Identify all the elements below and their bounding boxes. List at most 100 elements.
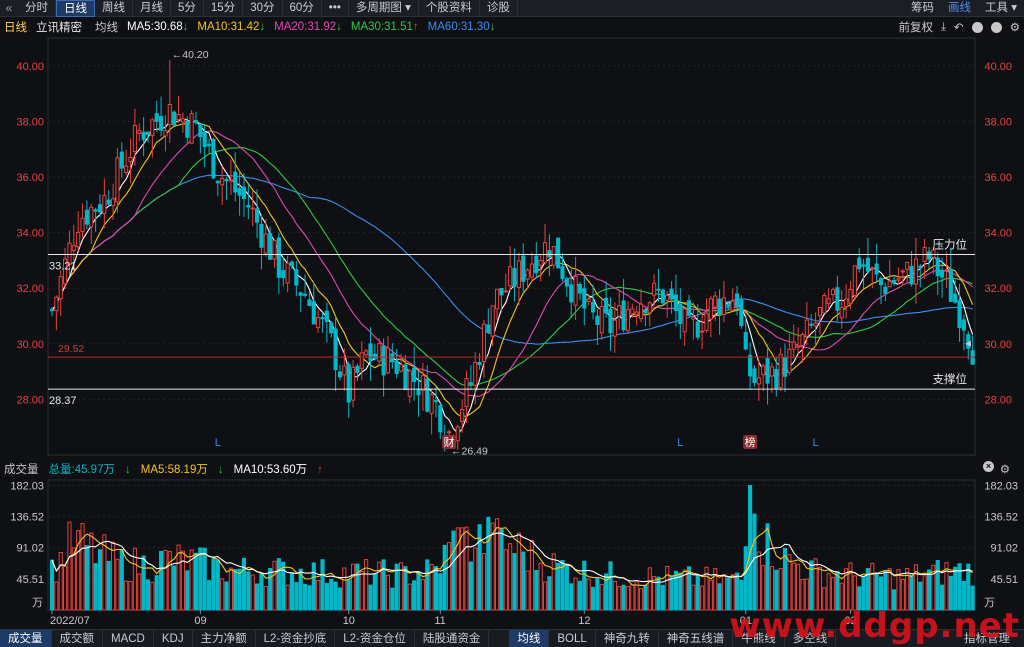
undo-icon[interactable]: ↶ — [954, 22, 964, 34]
candle-body — [355, 365, 360, 373]
main-indicator-tab-4[interactable]: 牛熊线 — [733, 629, 785, 647]
level-label-right: 压力位 — [933, 238, 968, 252]
candle-body — [521, 255, 526, 282]
candle-body — [813, 322, 818, 327]
volume-bar — [499, 528, 504, 611]
volume-ma10-line — [51, 532, 973, 584]
main-indicator-tab-5[interactable]: 多空线 — [785, 629, 837, 647]
candle-body — [377, 343, 382, 362]
sub-indicator-tab-3[interactable]: KDJ — [154, 629, 193, 647]
back-chevron-icon[interactable]: « — [5, 1, 13, 15]
volume-bar — [726, 577, 731, 611]
volume-bar — [228, 567, 233, 611]
candle-body — [730, 300, 735, 311]
volume-bar — [612, 580, 617, 611]
candle-body — [176, 113, 181, 121]
period-tab-3[interactable]: 月线 — [133, 0, 171, 17]
main-indicator-tab-1[interactable]: BOLL — [549, 629, 596, 647]
volume-bar — [839, 582, 844, 611]
candle-body — [638, 303, 644, 320]
candle-body — [359, 352, 364, 369]
sub-indicator-tab-1[interactable]: 成交额 — [52, 629, 103, 647]
period-tab-0[interactable]: 分时 — [18, 0, 56, 17]
adjust-mode[interactable]: 前复权 — [898, 22, 933, 34]
candle-body — [124, 165, 129, 173]
candle-body — [590, 301, 596, 313]
volume-bar — [350, 563, 356, 611]
period-tab-4[interactable]: 5分 — [171, 0, 204, 17]
volume-bar — [865, 568, 870, 611]
volume-bar — [159, 550, 164, 611]
volume-bar — [625, 586, 631, 611]
candle-body — [782, 357, 788, 377]
settings-gear-icon[interactable]: ⚙ — [1009, 22, 1020, 34]
candle-body — [599, 305, 604, 334]
volume-bar — [577, 580, 583, 611]
extreme-price-label: ←26.49 — [451, 445, 488, 457]
sub-indicator-tab-0[interactable]: 成交量 — [0, 629, 52, 647]
period-tab-10[interactable]: 个股资料 — [419, 0, 480, 17]
sub-indicator-tab-6[interactable]: L2-资金仓位 — [335, 629, 415, 647]
sub-indicator-tab-5[interactable]: L2-资金抄底 — [256, 629, 336, 647]
volume-bar — [621, 584, 626, 611]
tool-tab-2[interactable]: 工具 ▾ — [985, 1, 1017, 14]
candle-body — [547, 250, 552, 258]
volume-bar — [595, 577, 600, 611]
period-tab-6[interactable]: 30分 — [243, 0, 283, 17]
volume-bar — [826, 573, 831, 611]
tool-tab-1[interactable]: 画线 — [948, 1, 972, 14]
indicator-manage-button[interactable]: 指标管理 — [964, 632, 1010, 645]
volume-bar — [652, 576, 657, 611]
volume-bar — [787, 554, 792, 611]
download-icon[interactable]: ⤓ — [940, 20, 947, 33]
sub-indicator-tab-2[interactable]: MACD — [103, 629, 154, 647]
period-tab-11[interactable]: 诊股 — [480, 0, 518, 17]
candle-body — [503, 290, 508, 293]
period-tab-1[interactable]: 日线 — [56, 0, 95, 17]
price-tick-left: 40.00 — [16, 61, 44, 73]
volume-bar — [835, 571, 840, 611]
tool-tab-0[interactable]: 筹码 — [911, 1, 935, 14]
volume-bar — [717, 583, 722, 611]
candle-body — [734, 293, 740, 307]
volume-bar — [307, 585, 312, 611]
candle-body — [577, 284, 583, 294]
candle-body — [385, 347, 391, 374]
sub-indicator-tab-7[interactable]: 陆股通资金 — [415, 629, 490, 647]
sub-indicator-tab-4[interactable]: 主力净额 — [193, 629, 256, 647]
main-indicator-tab-3[interactable]: 神奇五线谱 — [659, 629, 734, 647]
period-tab-7[interactable]: 60分 — [283, 0, 322, 17]
period-tab-2[interactable]: 周线 — [95, 0, 133, 17]
zoom-in-icon[interactable]: + — [971, 21, 983, 33]
chart-tools: 前复权 ⤓ ↶ + − ⚙ — [890, 18, 1020, 36]
level-label-left: 33.21 — [49, 261, 77, 273]
volume-bar — [237, 568, 242, 611]
volume-tick-left: 91.02 — [16, 543, 44, 555]
stock-name[interactable]: 立讯精密 — [36, 22, 82, 34]
period-tab-9[interactable]: 多周期图 ▾ — [349, 0, 419, 17]
price-tick-left: 36.00 — [16, 172, 44, 184]
volume-tick-left: 182.03 — [10, 480, 44, 492]
candle-body — [285, 262, 290, 284]
volume-bar — [198, 547, 203, 611]
volume-bar — [84, 545, 89, 611]
volume-bar — [207, 580, 212, 611]
kline-chart[interactable]: 33.21 压力位 28.37 支撑位 29.52 ←40.20 ←26.49 L 财 L 榜 L 4… — [0, 0, 1024, 629]
candle-body — [743, 332, 748, 350]
period-tab-8[interactable]: ••• — [322, 0, 349, 17]
event-marker-box — [743, 435, 758, 449]
ma-group-label[interactable]: 均线 — [95, 22, 118, 34]
candle-body — [608, 309, 613, 334]
volume-bar — [708, 579, 713, 611]
main-indicator-tab-0[interactable]: 均线 — [509, 629, 550, 647]
volume-bar — [464, 526, 469, 611]
candle-body — [307, 299, 312, 307]
volume-close-icon[interactable]: × — [983, 461, 994, 472]
zoom-out-icon[interactable]: − — [990, 21, 1002, 33]
volume-bar — [817, 566, 822, 611]
main-indicator-tab-2[interactable]: 神奇九转 — [596, 629, 659, 647]
candle-body — [429, 394, 434, 414]
candle-body — [905, 261, 910, 270]
period-tab-5[interactable]: 15分 — [204, 0, 244, 17]
volume-settings-icon[interactable]: ⚙ — [999, 464, 1010, 476]
